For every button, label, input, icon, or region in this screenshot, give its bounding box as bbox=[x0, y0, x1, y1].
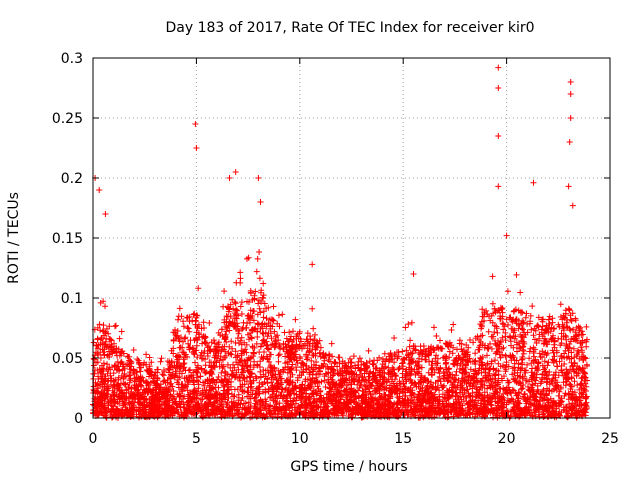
axis-ticks: 0 5 10 15 20 25 0 0.05 0.1 0.15 0.2 0.25 0.3 bbox=[52, 51, 619, 447]
y-axis-label: ROTI / TECUs bbox=[6, 192, 22, 284]
x-axis-label: GPS time / hours bbox=[290, 459, 407, 475]
x-tick-label: 15 bbox=[394, 431, 412, 447]
data-points bbox=[90, 64, 591, 421]
y-tick-label: 0.15 bbox=[52, 231, 83, 247]
y-tick-label: 0.05 bbox=[52, 351, 83, 367]
y-tick-label: 0.1 bbox=[61, 291, 83, 307]
y-tick-label: 0.3 bbox=[61, 51, 83, 67]
x-tick-label: 10 bbox=[291, 431, 309, 447]
chart-title: Day 183 of 2017, Rate Of TEC Index for r… bbox=[165, 20, 534, 36]
y-tick-label: 0.2 bbox=[61, 171, 83, 187]
scatter-marker bbox=[90, 64, 591, 421]
x-tick-label: 25 bbox=[601, 431, 619, 447]
y-tick-label: 0 bbox=[74, 411, 83, 427]
x-tick-label: 20 bbox=[498, 431, 516, 447]
x-tick-label: 0 bbox=[89, 431, 98, 447]
x-tick-label: 5 bbox=[192, 431, 201, 447]
y-tick-label: 0.25 bbox=[52, 111, 83, 127]
